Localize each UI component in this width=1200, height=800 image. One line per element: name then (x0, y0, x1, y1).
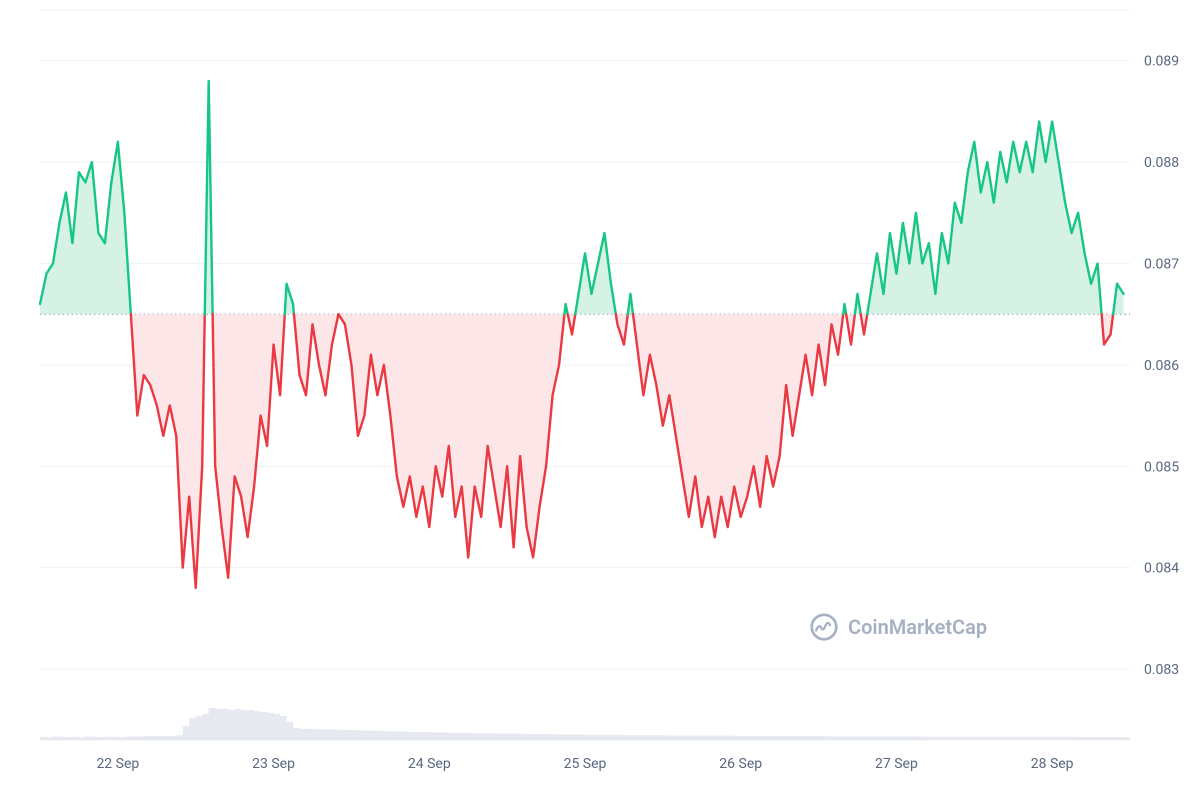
y-axis-label: 0.087 (1144, 256, 1179, 272)
y-axis-label: 0.085 (1144, 459, 1179, 475)
x-axis-label: 26 Sep (719, 756, 762, 772)
y-axis-label: 0.089 (1144, 54, 1179, 70)
x-axis-label: 25 Sep (564, 756, 607, 772)
price-chart[interactable]: 0.083 0.084 0.085 0.086 0.087 0.088 0.089 22 Se… (0, 0, 1200, 800)
y-axis-label: 0.086 (1144, 358, 1179, 374)
x-axis-label: 28 Sep (1031, 756, 1074, 772)
x-axis-label: 24 Sep (408, 756, 451, 772)
x-axis-label: 22 Sep (96, 756, 139, 772)
y-axis-label: 0.084 (1144, 561, 1179, 577)
chart-canvas: 0.083 0.084 0.085 0.086 0.087 0.088 0.089 22 Se… (0, 0, 1200, 800)
x-axis-label: 27 Sep (875, 756, 918, 772)
y-axis-label: 0.088 (1144, 155, 1179, 171)
y-axis-label: 0.083 (1144, 662, 1179, 678)
volume-bars (40, 708, 1130, 740)
x-axis-label: 23 Sep (252, 756, 295, 772)
